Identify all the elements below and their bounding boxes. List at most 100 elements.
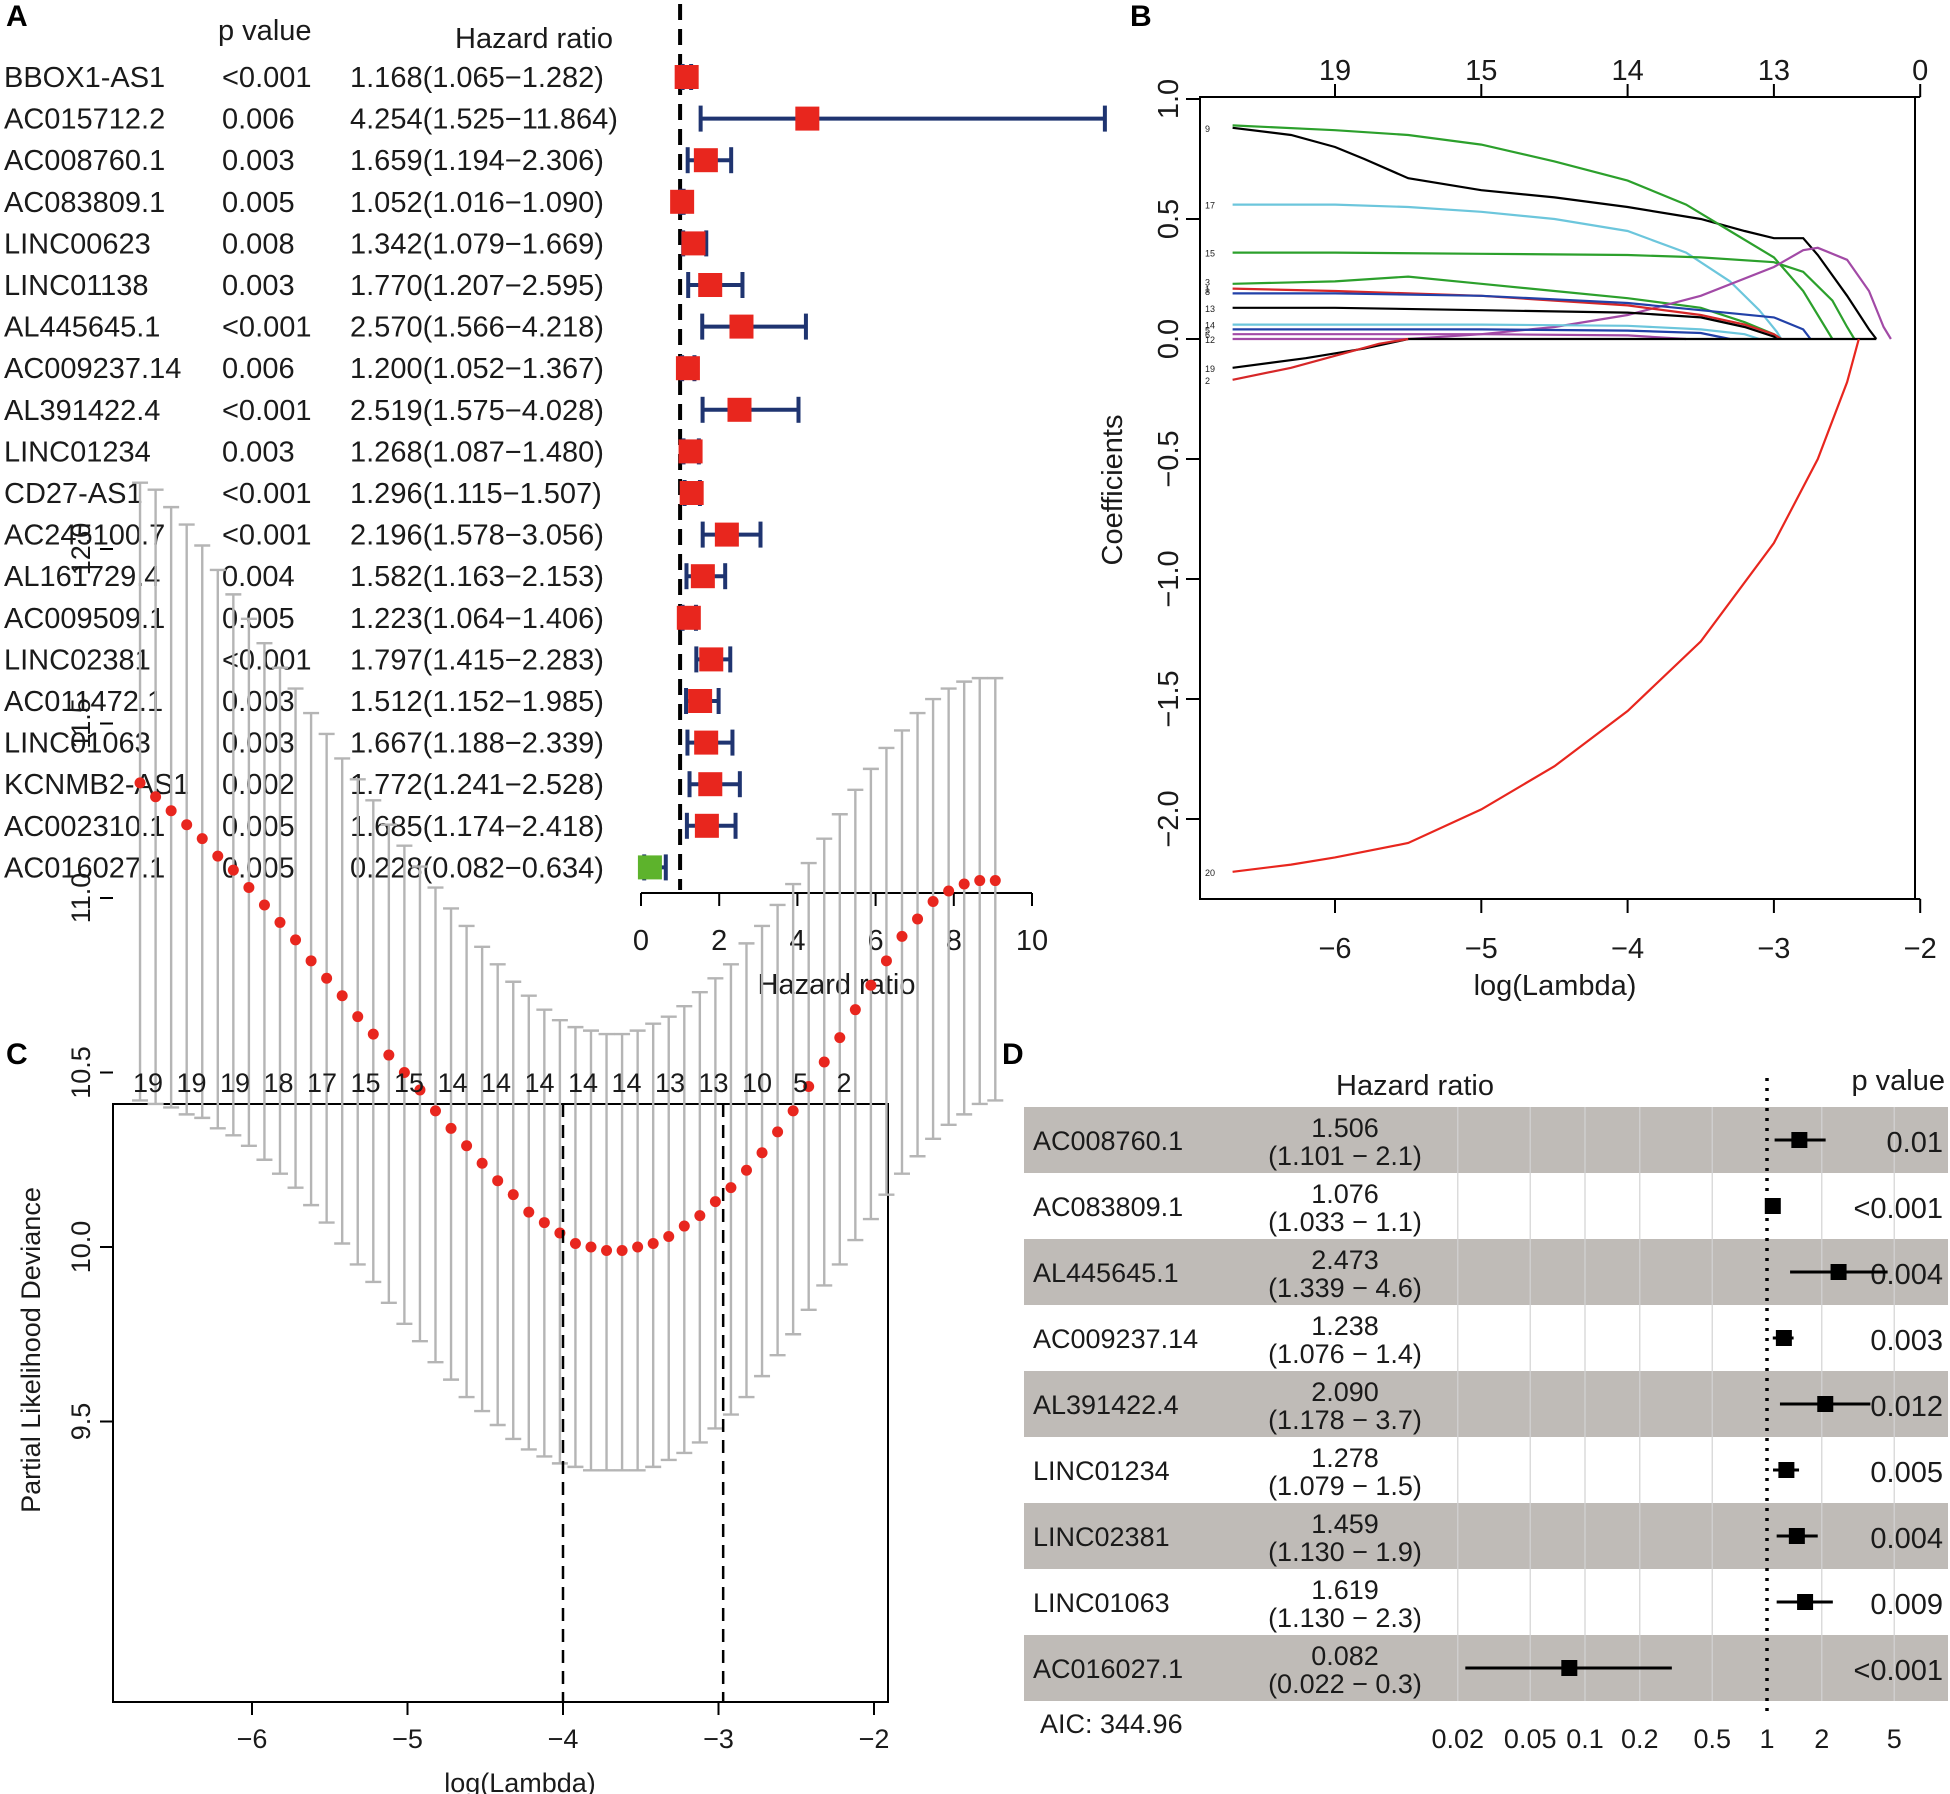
panel-d-multivariate-forest: Hazard ratio p value AC008760.1 1.506(1.101… bbox=[1024, 1065, 1948, 1754]
x-axis-title: Hazard ratio bbox=[758, 969, 916, 1001]
hr-marker bbox=[675, 356, 700, 381]
deviance-point bbox=[305, 955, 317, 967]
x-tick-label: −4 bbox=[1611, 933, 1644, 965]
hr-marker bbox=[681, 231, 706, 256]
row-hr-ci-text: 0.228(0.082−0.634) bbox=[350, 852, 604, 884]
hr-marker bbox=[690, 564, 715, 589]
path-label: 12 bbox=[1205, 335, 1215, 345]
deviance-point bbox=[476, 1157, 488, 1169]
row-ci-text: (1.101 − 2.1) bbox=[1268, 1141, 1422, 1171]
row-hr-ci-text: 1.168(1.065−1.282) bbox=[350, 62, 604, 94]
deviance-point bbox=[290, 934, 302, 946]
hr-marker bbox=[688, 689, 713, 713]
coef-path-purple2 bbox=[1232, 333, 1687, 341]
deviance-point bbox=[834, 1032, 846, 1044]
deviance-point bbox=[243, 882, 255, 894]
path-label: 8 bbox=[1205, 287, 1210, 297]
x-tick-label: 0.05 bbox=[1504, 1724, 1557, 1754]
y-tick-label: 10.5 bbox=[66, 1046, 96, 1099]
row-p-value: 0.004 bbox=[222, 561, 295, 593]
x-tick-label: −6 bbox=[237, 1724, 268, 1754]
row-gene-name: AC016027.1 bbox=[4, 852, 165, 884]
deviance-point bbox=[740, 1164, 752, 1176]
row-gene-name: LINC02381 bbox=[1033, 1522, 1170, 1552]
row-gene-name: LINC01234 bbox=[4, 436, 151, 468]
deviance-point bbox=[321, 972, 333, 984]
hr-marker bbox=[670, 189, 695, 214]
path-label: 15 bbox=[1205, 249, 1215, 259]
hr-marker bbox=[1830, 1264, 1847, 1280]
path-label: 1 bbox=[1205, 285, 1210, 295]
deviance-point bbox=[523, 1206, 535, 1218]
deviance-point bbox=[772, 1126, 784, 1138]
row-gene-name: AC002310.1 bbox=[4, 811, 165, 843]
row-ci-text: (1.033 − 1.1) bbox=[1268, 1207, 1422, 1237]
row-hr-ci-text: 1.342(1.079−1.669) bbox=[350, 228, 604, 260]
hr-marker bbox=[727, 397, 752, 422]
hr-marker bbox=[1778, 1462, 1795, 1478]
deviance-point bbox=[849, 1004, 861, 1016]
hr-marker bbox=[698, 273, 723, 297]
top-tick-label: 19 bbox=[1319, 55, 1351, 87]
deviance-point bbox=[647, 1238, 659, 1250]
panel-a-forest-plot: p value Hazard ratio BBOX1-AS1 <0.001 1.168(… bbox=[4, 4, 1107, 1001]
row-gene-name: AL391422.4 bbox=[1033, 1390, 1179, 1420]
top-tick-label: 15 bbox=[1465, 55, 1497, 87]
hr-marker bbox=[674, 65, 699, 89]
row-hr-ci-text: 2.519(1.575−4.028) bbox=[350, 395, 604, 427]
row-gene-name: AC245100.7 bbox=[4, 520, 165, 552]
coef-path-15 bbox=[1232, 251, 1856, 340]
x-tick-label: −5 bbox=[392, 1724, 423, 1754]
x-tick-label: −4 bbox=[548, 1724, 579, 1754]
y-tick-label: −1.0 bbox=[1153, 550, 1185, 607]
row-gene-name: AC083809.1 bbox=[4, 187, 165, 219]
top-tick-label: 0 bbox=[1912, 55, 1928, 87]
row-hr-value: 1.506 bbox=[1311, 1113, 1379, 1143]
row-p-value: 0.003 bbox=[222, 436, 295, 468]
deviance-point bbox=[958, 878, 970, 890]
top-count-label: 14 bbox=[611, 1068, 641, 1098]
row-hr-ci-text: 1.659(1.194−2.306) bbox=[350, 145, 604, 177]
panel-label-c: C bbox=[6, 1038, 28, 1071]
top-tick-label: 14 bbox=[1611, 55, 1643, 87]
row-gene-name: AC008760.1 bbox=[1033, 1126, 1183, 1156]
row-p-value: <0.001 bbox=[1853, 1655, 1943, 1687]
y-tick-label: 0.0 bbox=[1153, 319, 1185, 359]
row-p-value: 0.003 bbox=[1870, 1325, 1943, 1357]
row-p-value: <0.001 bbox=[222, 644, 312, 676]
deviance-point bbox=[274, 916, 286, 928]
y-tick-label: 11.0 bbox=[66, 873, 96, 924]
row-p-value: 0.012 bbox=[1870, 1391, 1943, 1423]
x-tick-label: −3 bbox=[703, 1724, 734, 1754]
row-ci-text: (1.076 − 1.4) bbox=[1268, 1339, 1422, 1369]
row-hr-ci-text: 1.200(1.052−1.367) bbox=[350, 353, 604, 385]
row-hr-ci-text: 2.570(1.566−4.218) bbox=[350, 312, 604, 344]
coef-path-3 bbox=[1232, 275, 1782, 340]
row-hr-value: 1.278 bbox=[1311, 1443, 1379, 1473]
row-hr-ci-text: 1.296(1.115−1.507) bbox=[350, 478, 602, 510]
hr-marker bbox=[1764, 1198, 1781, 1214]
deviance-point bbox=[538, 1217, 550, 1229]
x-tick-label: 2 bbox=[1814, 1724, 1829, 1754]
deviance-point bbox=[461, 1140, 473, 1152]
y-tick-label: −2.0 bbox=[1153, 790, 1185, 847]
x-tick-label: −3 bbox=[1757, 933, 1790, 965]
deviance-point bbox=[943, 885, 955, 897]
hr-marker bbox=[676, 605, 701, 630]
coef-path-blue bbox=[1232, 292, 1812, 340]
deviance-point bbox=[352, 1011, 364, 1023]
deviance-point bbox=[818, 1056, 830, 1068]
aic-footer: AIC: 344.96 bbox=[1040, 1709, 1183, 1739]
row-p-value: 0.003 bbox=[222, 145, 295, 177]
row-hr-ci-text: 1.667(1.188−2.339) bbox=[350, 728, 604, 760]
deviance-point bbox=[912, 913, 924, 925]
row-p-value: 0.003 bbox=[222, 270, 295, 302]
top-count-label: 5 bbox=[793, 1068, 808, 1098]
deviance-point bbox=[445, 1122, 457, 1134]
deviance-point bbox=[258, 899, 270, 911]
deviance-point bbox=[616, 1244, 628, 1256]
path-label: 9 bbox=[1205, 124, 1210, 134]
row-hr-value: 1.459 bbox=[1311, 1509, 1379, 1539]
deviance-point bbox=[585, 1241, 597, 1253]
hr-marker bbox=[1817, 1396, 1834, 1412]
